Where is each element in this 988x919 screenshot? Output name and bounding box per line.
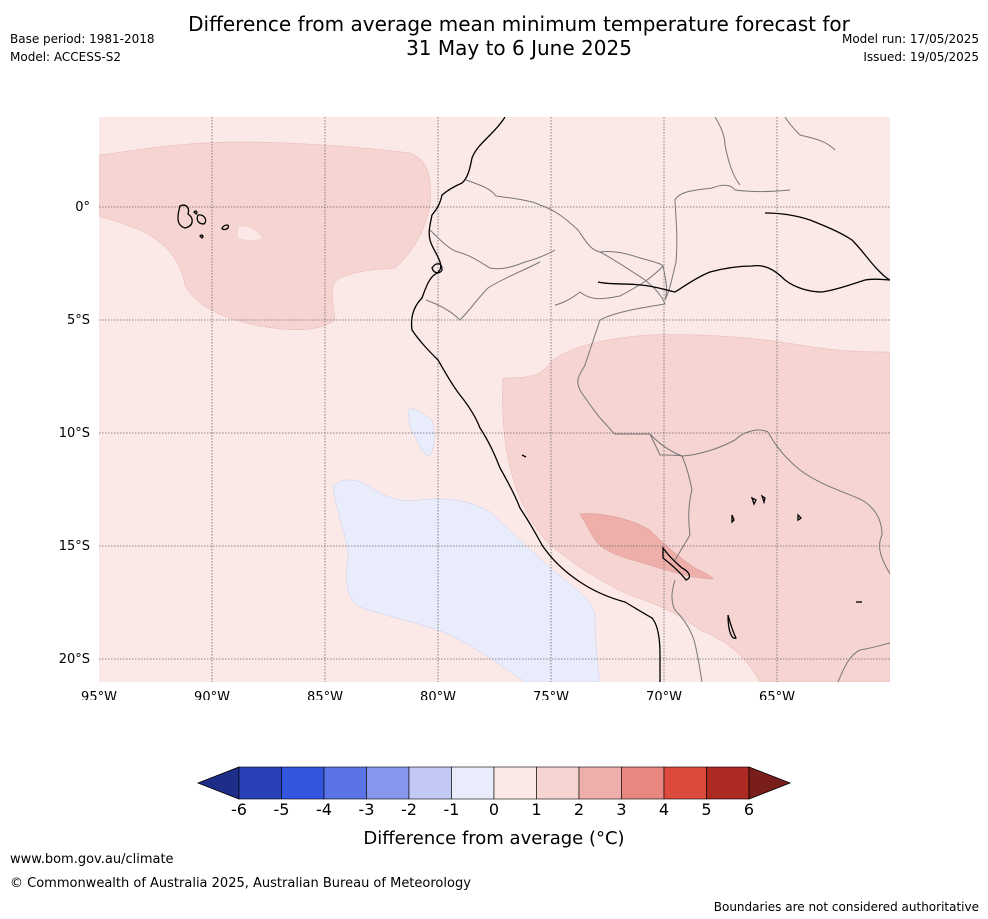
colorbar-tick-label: -1 bbox=[443, 800, 460, 819]
lon-label: 85°W bbox=[307, 690, 343, 700]
lon-label: 80°W bbox=[420, 690, 456, 700]
title-line-2: 31 May to 6 June 2025 bbox=[406, 36, 632, 60]
colorbar-tick-label: -3 bbox=[358, 800, 375, 819]
copyright-text: © Commonwealth of Australia 2025, Austra… bbox=[10, 876, 471, 891]
model-name: Model: ACCESS-S2 bbox=[10, 50, 122, 64]
title-line-1: Difference from average mean minimum tem… bbox=[188, 12, 850, 36]
colorbar-segment bbox=[408, 766, 452, 800]
lon-label: 65°W bbox=[759, 690, 795, 700]
meta-right: Model run: 17/05/2025 Issued: 19/05/2025 bbox=[842, 30, 979, 66]
colorbar-segment bbox=[238, 766, 282, 800]
model-run: Model run: 17/05/2025 bbox=[841, 32, 979, 46]
lat-tick-labels: 0° 5°S 10°S 15°S 20°S bbox=[59, 200, 90, 667]
cool-anomaly-large bbox=[332, 479, 601, 682]
lon-tick-labels: 95°W 90°W 85°W 80°W 75°W 70°W 65°W bbox=[81, 690, 795, 700]
colorbar-tick-label: 5 bbox=[701, 800, 712, 819]
lon-label: 90°W bbox=[194, 690, 230, 700]
colorbar-segment bbox=[493, 766, 537, 800]
colorbar-tick-label: -6 bbox=[231, 800, 247, 819]
colorbar-tick-label: 2 bbox=[573, 800, 585, 819]
colorbar-segment bbox=[663, 766, 707, 800]
lat-label: 15°S bbox=[59, 539, 90, 554]
colorbar-arrow-high bbox=[748, 766, 792, 800]
cool-anomaly-small bbox=[407, 408, 435, 457]
country-borders bbox=[425, 117, 890, 682]
lat-label: 20°S bbox=[59, 652, 90, 667]
graticule bbox=[99, 117, 890, 682]
base-period: Base period: 1981-2018 bbox=[10, 32, 155, 46]
lon-label: 75°W bbox=[533, 690, 569, 700]
colorbar-tick-label: -2 bbox=[401, 800, 417, 819]
colorbar-title: Difference from average (°C) bbox=[363, 828, 625, 849]
colorbar-segments bbox=[196, 766, 792, 800]
colorbar-tick-label: -4 bbox=[316, 800, 332, 819]
neutral-patch-galapagos bbox=[238, 226, 262, 240]
lat-label: 5°S bbox=[67, 313, 90, 328]
colorbar-segment bbox=[366, 766, 410, 800]
chart-title: Difference from average mean minimum tem… bbox=[0, 12, 988, 60]
colorbar-tick-label: 1 bbox=[531, 800, 542, 819]
colorbar-tick-label: 3 bbox=[616, 800, 627, 819]
colorbar-tick-label: -5 bbox=[273, 800, 290, 819]
lon-label: 95°W bbox=[81, 690, 117, 700]
colorbar-arrow-low bbox=[196, 766, 240, 800]
issued-date: Issued: 19/05/2025 bbox=[863, 50, 979, 64]
colorbar-tick-label: 4 bbox=[658, 800, 670, 819]
colorbar-segment bbox=[323, 766, 367, 800]
colorbar-tick-label: 0 bbox=[488, 800, 500, 819]
colorbar-segment bbox=[706, 766, 750, 800]
meta-left: Base period: 1981-2018 Model: ACCESS-S2 bbox=[10, 30, 155, 66]
colorbar-segment bbox=[451, 766, 495, 800]
colorbar-segment bbox=[621, 766, 665, 800]
colorbar bbox=[196, 766, 792, 800]
colorbar-segment bbox=[281, 766, 325, 800]
lat-label: 10°S bbox=[59, 426, 90, 441]
website-link[interactable]: www.bom.gov.au/climate bbox=[10, 852, 174, 867]
lon-label: 70°W bbox=[646, 690, 682, 700]
anomaly-region-east bbox=[502, 334, 890, 682]
lat-label: 0° bbox=[75, 200, 90, 215]
colorbar-segment bbox=[536, 766, 580, 800]
anomaly-region-west bbox=[99, 141, 431, 330]
coastlines bbox=[177, 117, 890, 682]
colorbar-segment bbox=[578, 766, 622, 800]
colorbar-tick-label: 6 bbox=[743, 800, 755, 819]
map-svg: 95°W 90°W 85°W 80°W 75°W 70°W 65°W 0° 5°… bbox=[59, 117, 890, 700]
disclaimer-text: Boundaries are not considered authoritat… bbox=[713, 900, 979, 914]
